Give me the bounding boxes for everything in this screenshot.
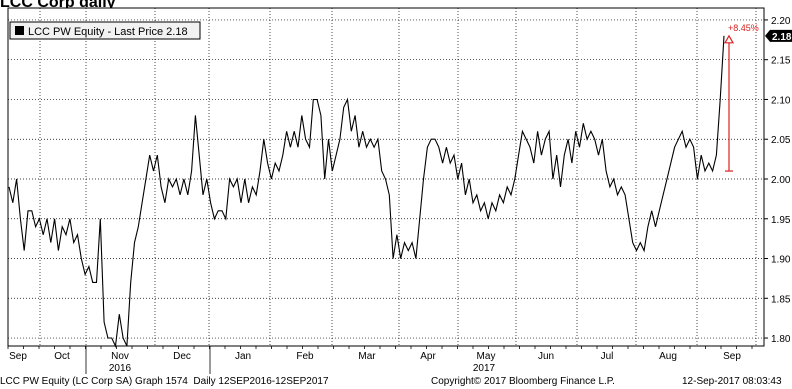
x-month-label: Sep xyxy=(723,351,741,362)
change-arrow-head xyxy=(723,34,735,44)
legend-swatch xyxy=(15,26,24,35)
x-month-label: Jan xyxy=(235,351,251,362)
plot-area xyxy=(7,7,765,347)
x-month-label: Jul xyxy=(601,351,614,362)
y-tick-label: 2.05 xyxy=(771,135,791,146)
y-tick-label: 2.15 xyxy=(771,56,791,67)
x-month-label: Apr xyxy=(420,351,436,362)
top-caption: LCC Corp daily xyxy=(0,0,116,11)
y-axis: 1.80 1.85 1.90 1.95 2.00 2.05 2.10 2.15 2.20 2.18 xyxy=(764,16,792,345)
x-month-label: Feb xyxy=(296,351,314,362)
last-price-label: 2.18 xyxy=(772,32,792,43)
x-month-label: Sep xyxy=(9,351,27,362)
x-month-label: May xyxy=(477,351,496,362)
legend-box: LCC PW Equity - Last Price 2.18 xyxy=(9,21,201,40)
y-tick-label: 1.85 xyxy=(771,294,791,305)
x-month-label: Nov xyxy=(111,351,129,362)
y-tick-label: 2.20 xyxy=(771,16,791,27)
y-tick-label: 2.10 xyxy=(771,95,791,106)
x-month-label: Oct xyxy=(54,351,70,362)
footer-security: LCC PW Equity (LC Corp SA) Graph 1574 Da… xyxy=(0,376,329,387)
y-tick-label: 1.90 xyxy=(771,255,791,266)
legend-text: LCC PW Equity - Last Price 2.18 xyxy=(28,26,188,38)
footer-copyright: Copyright© 2017 Bloomberg Finance L.P. xyxy=(431,376,615,387)
x-month-label: Dec xyxy=(173,351,191,362)
y-tick-label: 1.80 xyxy=(771,334,791,345)
change-annotation-label: +8.45% xyxy=(728,23,759,33)
grid-lines xyxy=(8,8,764,346)
y-tick-label: 1.95 xyxy=(771,215,791,226)
price-series-line xyxy=(8,35,725,348)
footer-timestamp: 12-Sep-2017 08:03:43 xyxy=(682,376,782,387)
x-month-label: Aug xyxy=(659,351,677,362)
x-year-label: 2017 xyxy=(473,363,496,374)
x-axis: Sep Oct Nov Dec Jan Feb Mar Apr May Jun Jul Aug Sep 2… xyxy=(7,346,753,374)
change-annotation-group: +8.45% xyxy=(723,23,759,172)
x-month-label: Mar xyxy=(358,351,376,362)
last-price-marker xyxy=(765,29,792,42)
y-tick-label: 2.00 xyxy=(771,175,791,186)
x-year-label: 2016 xyxy=(109,363,132,374)
x-month-label: Jun xyxy=(538,351,554,362)
